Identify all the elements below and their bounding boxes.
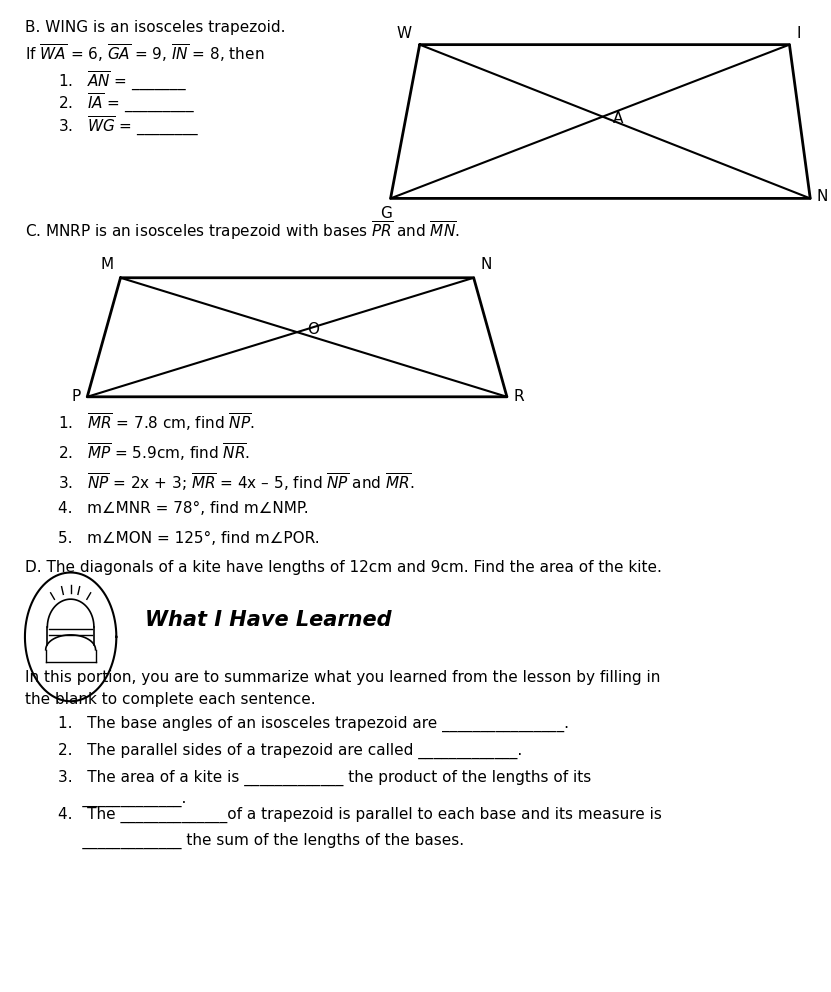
Text: W: W [396, 26, 411, 41]
Text: I: I [796, 26, 800, 41]
Text: 5.   m∠MON = 125°, find m∠POR.: 5. m∠MON = 125°, find m∠POR. [58, 531, 320, 546]
Text: 2.   $\overline{IA}$ = _________: 2. $\overline{IA}$ = _________ [58, 92, 195, 115]
Text: _____________.: _____________. [58, 793, 186, 807]
Text: 4.   m∠MNR = 78°, find m∠NMP.: 4. m∠MNR = 78°, find m∠NMP. [58, 501, 309, 516]
Text: 1.   $\overline{AN}$ = _______: 1. $\overline{AN}$ = _______ [58, 69, 187, 92]
Text: If $\overline{WA}$ = 6, $\overline{GA}$ = 9, $\overline{IN}$ = 8, then: If $\overline{WA}$ = 6, $\overline{GA}$ … [25, 43, 264, 64]
Text: C. MNRP is an isosceles trapezoid with bases $\overline{PR}$ and $\overline{MN}$: C. MNRP is an isosceles trapezoid with b… [25, 219, 460, 242]
Text: 1.   The base angles of an isosceles trapezoid are ________________.: 1. The base angles of an isosceles trape… [58, 716, 569, 732]
Text: 1.   $\overline{MR}$ = 7.8 cm, find $\overline{NP}$.: 1. $\overline{MR}$ = 7.8 cm, find $\over… [58, 412, 255, 434]
Text: 3.   $\overline{NP}$ = 2x + 3; $\overline{MR}$ = 4x – 5, find $\overline{NP}$ an: 3. $\overline{NP}$ = 2x + 3; $\overline{… [58, 471, 415, 493]
Text: N: N [817, 188, 829, 204]
Text: In this portion, you are to summarize what you learned from the lesson by fillin: In this portion, you are to summarize wh… [25, 670, 661, 684]
Text: 2.   The parallel sides of a trapezoid are called _____________.: 2. The parallel sides of a trapezoid are… [58, 743, 523, 759]
Text: B. WING is an isosceles trapezoid.: B. WING is an isosceles trapezoid. [25, 20, 285, 35]
Text: 3.   $\overline{WG}$ = ________: 3. $\overline{WG}$ = ________ [58, 115, 199, 138]
Text: O: O [307, 321, 319, 336]
Text: What I Have Learned: What I Have Learned [145, 610, 392, 630]
Text: _____________ the sum of the lengths of the bases.: _____________ the sum of the lengths of … [58, 833, 465, 849]
Text: G: G [381, 206, 392, 221]
Text: the blank to complete each sentence.: the blank to complete each sentence. [25, 692, 316, 707]
Text: D. The diagonals of a kite have lengths of 12cm and 9cm. Find the area of the ki: D. The diagonals of a kite have lengths … [25, 560, 661, 575]
Text: M: M [101, 257, 114, 272]
Text: A: A [612, 111, 623, 126]
Text: N: N [480, 257, 492, 272]
Text: R: R [514, 389, 524, 405]
Text: 4.   The ______________of a trapezoid is parallel to each base and its measure i: 4. The ______________of a trapezoid is p… [58, 806, 662, 822]
Text: 2.   $\overline{MP}$ = 5.9cm, find $\overline{NR}$.: 2. $\overline{MP}$ = 5.9cm, find $\overl… [58, 441, 250, 463]
Text: 3.   The area of a kite is _____________ the product of the lengths of its: 3. The area of a kite is _____________ t… [58, 770, 592, 786]
Text: P: P [71, 389, 81, 405]
